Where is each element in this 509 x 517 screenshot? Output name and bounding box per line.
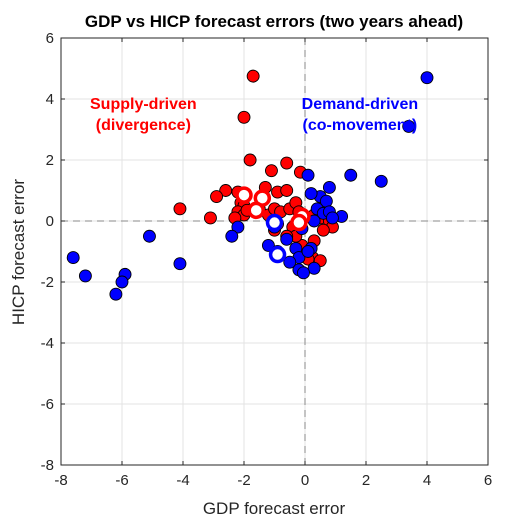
supply-point xyxy=(265,164,278,178)
x-tick-label: -6 xyxy=(115,472,128,489)
y-axis-label: HICP forecast error xyxy=(9,179,28,325)
demand-point xyxy=(420,71,434,85)
supply-point xyxy=(246,69,260,83)
demand-point xyxy=(78,269,92,283)
supply-hollow-point xyxy=(247,201,265,220)
chart-title: GDP vs HICP forecast errors (two years a… xyxy=(85,12,463,31)
y-tick-label: -8 xyxy=(41,457,54,474)
supply-point xyxy=(316,223,330,237)
x-tick-label: 0 xyxy=(301,472,309,489)
demand-point xyxy=(402,119,416,133)
demand-point xyxy=(173,257,187,271)
demand-point xyxy=(301,245,315,258)
demand-hollow-point xyxy=(265,213,284,232)
demand-point xyxy=(66,251,80,265)
x-tick-label: -4 xyxy=(176,472,189,489)
annotation-text: Supply-driven xyxy=(90,96,197,113)
supply-point xyxy=(210,190,224,204)
supply-hollow-point xyxy=(290,213,308,232)
annotation-text: (divergence) xyxy=(96,117,191,134)
x-tick-label: -8 xyxy=(54,472,67,489)
x-axis-label: GDP forecast error xyxy=(203,499,346,517)
supply-hollow-point xyxy=(235,186,253,204)
y-ticks: -8 -6 -4 -2 0 2 4 6 xyxy=(41,30,488,474)
demand-point xyxy=(280,232,294,246)
demand-point xyxy=(109,287,123,301)
x-tick-label: -2 xyxy=(237,472,250,489)
demand-point xyxy=(322,180,336,194)
demand-point xyxy=(231,220,245,234)
annotations: Supply-driven (divergence) Demand-driven (c… xyxy=(90,96,418,134)
annotation-text: Demand-driven xyxy=(302,96,418,113)
demand-point xyxy=(304,187,318,201)
demand-point xyxy=(142,229,156,243)
x-tick-label: 2 xyxy=(362,472,370,489)
demand-point xyxy=(301,168,315,182)
y-tick-label: 0 xyxy=(46,213,54,230)
annotation-text: (co-movement) xyxy=(303,117,418,134)
scatter-points xyxy=(66,69,434,301)
y-tick-label: 2 xyxy=(46,152,54,169)
y-tick-label: 4 xyxy=(46,91,54,108)
supply-point xyxy=(237,110,251,124)
demand-point xyxy=(115,275,129,289)
x-tick-label: 6 xyxy=(484,472,492,489)
supply-point xyxy=(203,211,217,225)
x-tick-label: 4 xyxy=(423,472,431,489)
y-tick-label: -2 xyxy=(41,274,54,291)
demand-point xyxy=(326,211,339,225)
demand-hollow-point xyxy=(268,245,287,264)
y-tick-label: -6 xyxy=(41,396,54,413)
supply-point xyxy=(280,156,294,170)
demand-point xyxy=(344,168,358,182)
demand-point xyxy=(307,261,321,275)
y-tick-label: 6 xyxy=(46,30,54,47)
x-ticks: -8 -6 -4 -2 0 2 4 6 xyxy=(54,38,492,489)
supply-point xyxy=(243,153,257,167)
demand-point xyxy=(283,255,297,269)
y-tick-label: -4 xyxy=(41,335,54,352)
supply-point xyxy=(280,184,294,197)
plot-area xyxy=(60,37,489,466)
demand-point xyxy=(297,266,310,280)
demand-point xyxy=(374,174,388,188)
supply-point xyxy=(173,202,187,216)
demand-point xyxy=(225,229,239,243)
